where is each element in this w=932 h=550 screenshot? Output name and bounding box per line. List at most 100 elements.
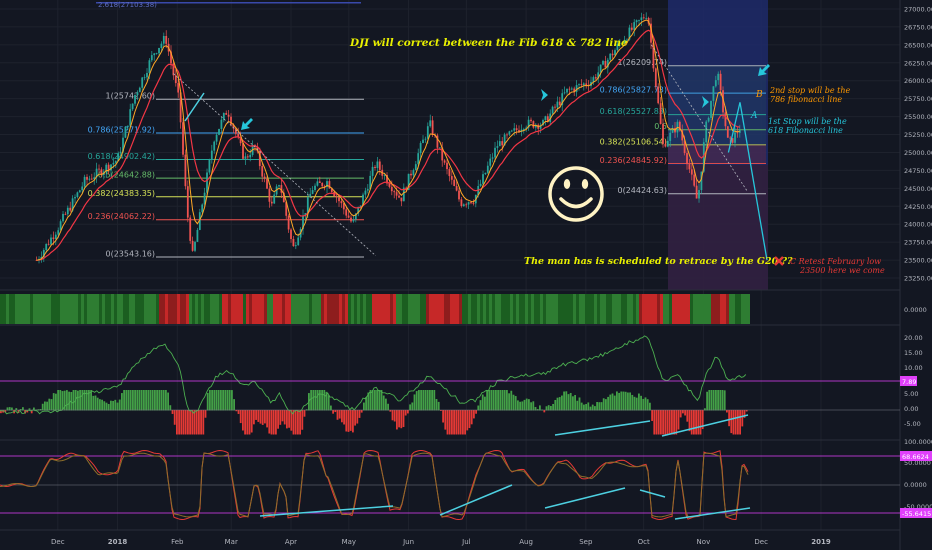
histogram-bar bbox=[587, 402, 590, 411]
strip-bar bbox=[690, 294, 693, 324]
headline-annotation: DJI will correct between the Fib 618 & 7… bbox=[349, 37, 628, 49]
histogram-bar bbox=[202, 410, 205, 435]
strip-bar bbox=[498, 294, 501, 324]
smiley-mouth bbox=[559, 197, 593, 209]
fib-level-label: 0.5(24642.88) bbox=[98, 171, 155, 180]
histogram-bar bbox=[103, 401, 106, 411]
candle-body bbox=[654, 68, 657, 87]
divergence-line bbox=[661, 414, 749, 437]
strip-bar bbox=[648, 294, 651, 324]
histogram-bar bbox=[83, 390, 86, 411]
histogram-bar bbox=[554, 399, 557, 411]
histogram-bar bbox=[8, 407, 11, 411]
histogram-bar bbox=[173, 410, 176, 425]
histogram-bar bbox=[547, 405, 550, 411]
price-axis[interactable]: 27000.00 26750.00 26500.00 26250.00 26000.00… bbox=[904, 6, 932, 283]
candle-body bbox=[592, 77, 595, 82]
candle-body bbox=[297, 237, 300, 246]
histogram-bar bbox=[138, 390, 141, 411]
candle-body bbox=[693, 174, 696, 186]
strip-bar bbox=[369, 294, 372, 324]
histogram-bar bbox=[739, 410, 741, 435]
histogram-bar bbox=[453, 410, 455, 435]
histogram-bar bbox=[242, 410, 244, 431]
strip-bar bbox=[660, 294, 663, 324]
histogram-bar bbox=[530, 402, 532, 411]
strip-bar bbox=[372, 294, 375, 324]
candle-body bbox=[114, 161, 117, 163]
histogram-bar bbox=[675, 410, 678, 435]
strip-bar bbox=[132, 294, 135, 324]
histogram-bar bbox=[684, 410, 686, 416]
time-tick-label: Aug bbox=[519, 538, 533, 546]
panel2-tick-label: 0.0000 bbox=[904, 306, 927, 314]
fib-level-label: 0(24424.63) bbox=[617, 186, 667, 195]
candle-body bbox=[458, 190, 460, 200]
strip-bar bbox=[438, 294, 441, 324]
time-axis[interactable]: Dec 2018 Feb Mar Apr May Jun Jul Aug Sep Oct Nov Dec… bbox=[51, 538, 831, 546]
histogram-bar bbox=[244, 410, 246, 435]
divergence-line bbox=[439, 484, 513, 516]
strip-bar bbox=[723, 294, 726, 324]
histogram-bar bbox=[330, 405, 332, 411]
histogram-bar bbox=[433, 390, 436, 411]
candle-body bbox=[136, 92, 139, 95]
candle-body bbox=[338, 197, 340, 202]
histogram-bar bbox=[50, 399, 53, 411]
candle-body bbox=[191, 240, 194, 251]
candle-body bbox=[638, 20, 640, 21]
histogram-bar bbox=[572, 396, 574, 411]
candle-body bbox=[724, 112, 727, 127]
histogram-bar bbox=[235, 410, 238, 412]
candle-body bbox=[124, 127, 127, 138]
candle-body bbox=[460, 199, 463, 206]
candle-body bbox=[623, 39, 626, 44]
strip-bar bbox=[621, 294, 624, 324]
candle-body bbox=[410, 173, 412, 176]
strip-bar bbox=[66, 294, 69, 324]
candle-body bbox=[244, 156, 247, 159]
fib-top-level-line bbox=[96, 2, 361, 4]
histogram-bar bbox=[605, 399, 607, 411]
arrow-down-left-icon bbox=[758, 64, 770, 76]
histogram-bar bbox=[479, 400, 482, 411]
histogram-bar bbox=[158, 390, 161, 411]
histogram-bar bbox=[488, 390, 491, 411]
histogram-bar bbox=[550, 405, 552, 411]
candle-body bbox=[659, 103, 662, 124]
histogram-bar bbox=[110, 400, 112, 411]
candle-body bbox=[422, 139, 424, 144]
candle-body bbox=[669, 132, 672, 141]
fib-retracement-right[interactable]: 1(26209.74) 0.786(25827.73) 0.618(25527.83… bbox=[600, 58, 766, 195]
histogram-bar bbox=[671, 410, 673, 435]
histogram-bar bbox=[481, 394, 484, 411]
strip-bar bbox=[159, 294, 162, 324]
panel3-tick-label: 15.00 bbox=[904, 349, 923, 357]
histogram-bar bbox=[563, 391, 565, 411]
histogram-bar bbox=[22, 407, 24, 411]
time-tick-label: Dec bbox=[754, 538, 768, 546]
histogram-bar bbox=[94, 395, 97, 411]
strip-bar bbox=[0, 294, 3, 324]
projection-path[interactable] bbox=[727, 102, 768, 261]
candle-body bbox=[602, 60, 604, 65]
candle-body bbox=[323, 186, 326, 188]
histogram-bar bbox=[385, 398, 387, 411]
strip-bar bbox=[204, 294, 207, 324]
histogram-bar bbox=[44, 401, 46, 411]
strip-bar bbox=[30, 294, 33, 324]
strip-bar bbox=[546, 294, 549, 324]
candle-body bbox=[306, 197, 309, 214]
histogram-bar bbox=[345, 410, 348, 432]
g20-annotation: The man has is scheduled to retrace by t… bbox=[524, 256, 793, 267]
histogram-bar bbox=[77, 390, 79, 411]
histogram-bar bbox=[261, 410, 264, 425]
stop2-annotation-line1: 2nd stop will be the bbox=[769, 86, 851, 95]
histogram-bar bbox=[6, 407, 9, 411]
histogram-bar bbox=[325, 391, 328, 411]
candle-body bbox=[258, 151, 261, 167]
histogram-bar bbox=[701, 410, 704, 430]
candle-body bbox=[263, 176, 266, 179]
candle-body bbox=[614, 50, 616, 56]
